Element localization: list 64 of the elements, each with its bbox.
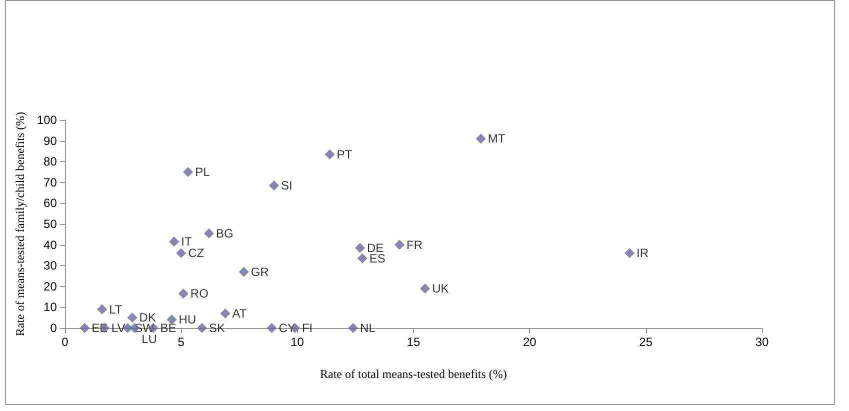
annotation: FI [302, 321, 313, 335]
point [269, 180, 280, 191]
annotation: BG [216, 226, 234, 240]
x-axis-title: Rate of total means-tested benefits (%) [320, 367, 507, 381]
annotation: BE [160, 321, 176, 335]
point [127, 312, 138, 323]
annotation: AT [232, 306, 248, 320]
x-tick-label: 0 [62, 335, 69, 349]
annotation: MT [488, 132, 506, 146]
point [355, 242, 366, 253]
y-tick-label: 0 [50, 321, 58, 335]
annotation: CZ [188, 246, 204, 260]
annotation: IR [636, 246, 649, 260]
annotation: LU [142, 332, 157, 346]
annotation: PL [195, 165, 210, 179]
annotation: SI [281, 178, 292, 193]
annotation: IT [181, 234, 192, 249]
point [348, 323, 358, 333]
annotation: SK [209, 321, 226, 335]
y-tick-label: 80 [44, 154, 58, 169]
y-tick-label: 70 [44, 175, 58, 190]
point [169, 236, 180, 247]
y-tick-label: 20 [44, 279, 58, 294]
y-tick-label: 50 [44, 217, 58, 231]
y-tick-label: 100 [36, 113, 58, 127]
point [238, 266, 249, 277]
x-tick-label: 5 [178, 335, 185, 349]
y-tick-label: 10 [44, 300, 58, 314]
annotation: UK [432, 281, 449, 296]
annotation: GR [250, 264, 270, 279]
point [176, 248, 186, 258]
x-tick-label: 20 [522, 335, 537, 349]
point [220, 308, 230, 318]
x-tick-label: 10 [290, 335, 304, 349]
point [183, 167, 194, 177]
y-tick-label: 90 [44, 134, 58, 148]
annotation: HU [178, 312, 196, 327]
point [197, 323, 208, 333]
point [178, 288, 188, 299]
annotation: FR [406, 238, 423, 252]
point [204, 228, 214, 238]
annotation: PT [336, 147, 353, 162]
annotation: EE [92, 321, 108, 335]
y-tick-label: 60 [44, 196, 58, 210]
annotation: LV [111, 321, 126, 335]
y-tick-label: 40 [44, 238, 58, 252]
point [624, 248, 635, 258]
point [97, 304, 108, 314]
annotation: DK [139, 310, 156, 325]
annotation: RO [190, 286, 208, 301]
y-tick-label: 30 [44, 258, 58, 273]
x-tick-label: 30 [755, 335, 769, 349]
x-tick-label: 25 [639, 335, 653, 349]
point [357, 253, 368, 264]
point [324, 149, 335, 160]
point [80, 323, 90, 333]
y-axis-title: Rate of means-tested family/child benefits (%) [13, 112, 27, 336]
point [476, 134, 486, 144]
annotation: LT [109, 302, 123, 316]
point [266, 323, 277, 333]
point [394, 240, 405, 250]
annotation: NL [360, 321, 376, 335]
x-tick-label: 15 [406, 335, 420, 349]
point [420, 283, 430, 294]
